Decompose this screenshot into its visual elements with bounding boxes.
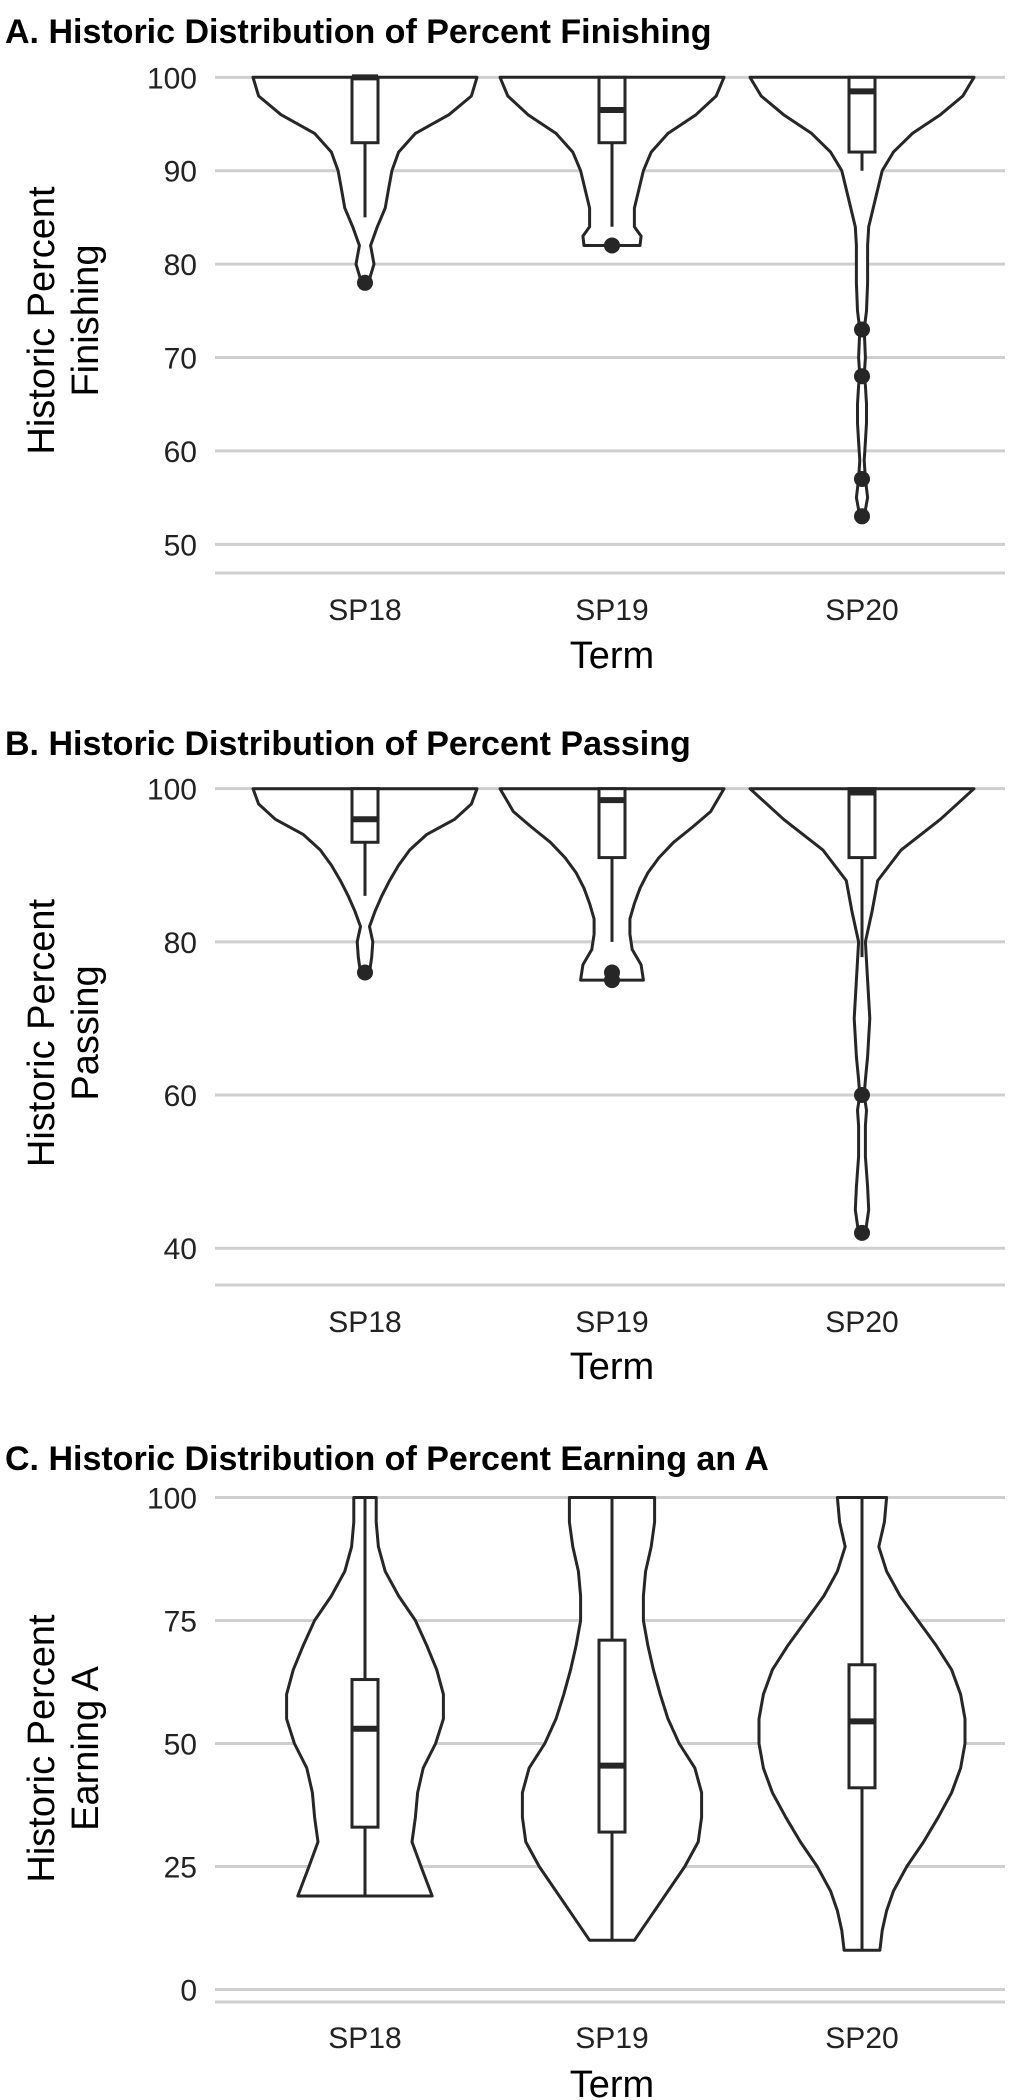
x-axis-title: Term xyxy=(570,2064,654,2100)
y-axis-title-line: Historic Percent xyxy=(21,1614,63,1883)
y-tick-label: 80 xyxy=(164,927,197,960)
outlier-point xyxy=(854,368,870,385)
y-axis-title: Historic PercentFinishing xyxy=(21,186,107,455)
y-tick-label: 50 xyxy=(164,529,197,562)
box xyxy=(350,1678,380,1829)
box xyxy=(350,75,380,145)
x-tick-label: SP19 xyxy=(575,1306,648,1339)
panel-title: B. Historic Distribution of Percent Pass… xyxy=(5,725,691,763)
y-tick-label: 90 xyxy=(164,156,197,189)
y-tick-label: 80 xyxy=(164,249,197,282)
outlier-point xyxy=(604,237,620,254)
y-tick-label: 100 xyxy=(147,774,197,807)
y-axis-title-line: Historic Percent xyxy=(21,186,63,455)
y-tick-label: 100 xyxy=(147,1482,197,1515)
outlier-point xyxy=(854,508,870,525)
outlier-point xyxy=(854,470,870,487)
panel-a: A. Historic Distribution of Percent Fini… xyxy=(5,13,1005,677)
box xyxy=(350,787,380,844)
y-tick-label: 25 xyxy=(164,1852,197,1885)
box xyxy=(847,787,877,860)
y-tick-label: 75 xyxy=(164,1605,197,1638)
y-tick-label: 40 xyxy=(164,1233,197,1266)
y-axis-title-line: Passing xyxy=(65,965,107,1100)
outlier-point xyxy=(357,274,373,291)
y-axis-title: Historic PercentPassing xyxy=(21,898,107,1167)
y-tick-label: 0 xyxy=(180,1975,197,2008)
x-tick-label: SP20 xyxy=(825,2022,898,2055)
outlier-point xyxy=(854,1224,870,1241)
y-tick-label: 70 xyxy=(164,343,197,376)
x-tick-label: SP18 xyxy=(328,594,401,627)
outlier-point xyxy=(854,321,870,338)
outlier-point xyxy=(357,964,373,981)
y-tick-label: 60 xyxy=(164,436,197,469)
y-axis-title: Historic PercentEarning A xyxy=(21,1614,107,1883)
outlier-point xyxy=(854,1087,870,1104)
x-axis-title: Term xyxy=(570,635,654,677)
y-tick-label: 100 xyxy=(147,62,197,95)
box xyxy=(847,1663,877,1790)
panel-title: A. Historic Distribution of Percent Fini… xyxy=(5,13,711,51)
outlier-point xyxy=(604,972,620,989)
x-tick-label: SP20 xyxy=(825,594,898,627)
panel-title: C. Historic Distribution of Percent Earn… xyxy=(5,1440,769,1478)
y-axis-title-line: Historic Percent xyxy=(21,898,63,1167)
x-tick-label: SP19 xyxy=(575,594,648,627)
panel-b: B. Historic Distribution of Percent Pass… xyxy=(5,725,1005,1388)
y-tick-label: 60 xyxy=(164,1080,197,1113)
box xyxy=(597,1638,627,1834)
y-axis-title-line: Finishing xyxy=(65,244,107,396)
x-axis-title: Term xyxy=(570,1346,654,1388)
panel-c: C. Historic Distribution of Percent Earn… xyxy=(5,1440,1005,2100)
y-axis-title-line: Earning A xyxy=(65,1665,107,1830)
x-tick-label: SP19 xyxy=(575,2022,648,2055)
x-tick-label: SP18 xyxy=(328,1306,401,1339)
y-tick-label: 50 xyxy=(164,1729,197,1762)
x-tick-label: SP20 xyxy=(825,1306,898,1339)
x-tick-label: SP18 xyxy=(328,2022,401,2055)
